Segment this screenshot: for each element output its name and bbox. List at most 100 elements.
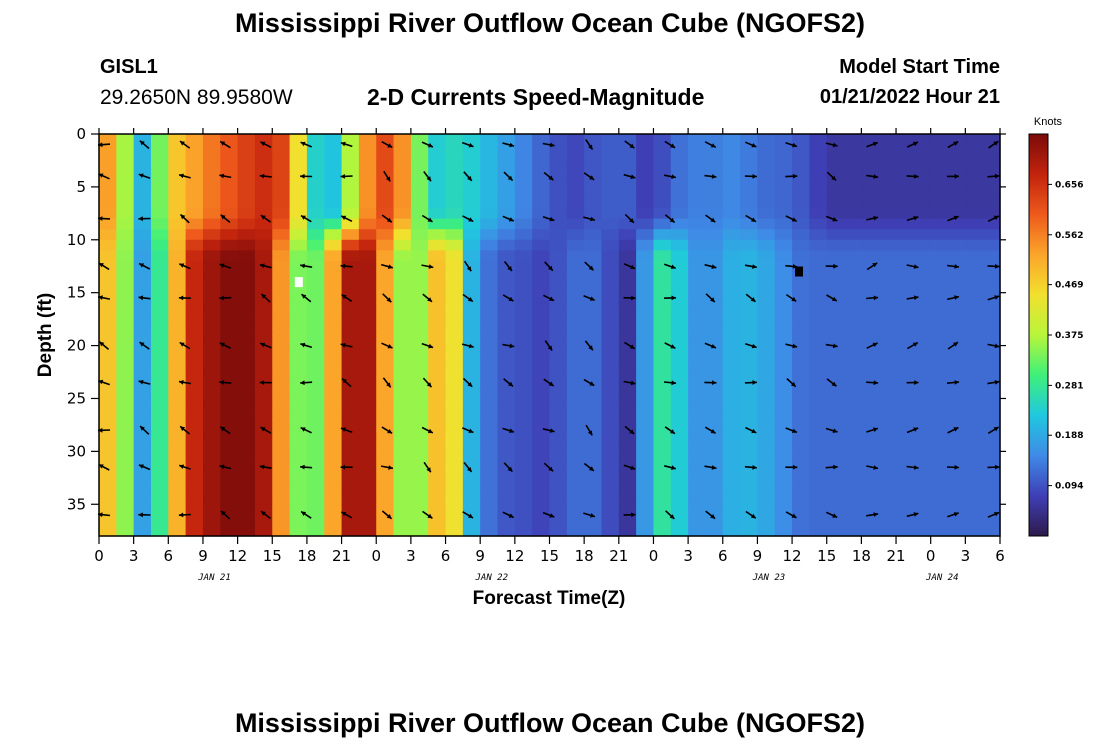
direction-arrow-head	[831, 296, 837, 301]
heatmap-cell	[237, 419, 256, 431]
heatmap-cell	[150, 387, 169, 400]
heatmap-cell	[202, 419, 221, 431]
heatmap-cell	[653, 218, 672, 230]
direction-arrow-head	[913, 465, 919, 470]
x-date-label: JAN 22	[474, 573, 508, 583]
heatmap-cell	[220, 282, 239, 294]
direction-arrow-head	[98, 512, 103, 518]
heatmap-cell	[930, 504, 949, 516]
heatmap-cell	[150, 440, 169, 452]
direction-arrow-head	[669, 514, 675, 519]
heatmap-cell	[133, 218, 152, 230]
heatmap-cell	[393, 282, 412, 294]
heatmap-cell	[757, 504, 776, 516]
heatmap-cell	[930, 239, 949, 251]
heatmap-cell	[99, 419, 117, 431]
heatmap-cell	[982, 134, 1001, 146]
direction-arrow-head	[710, 297, 715, 303]
heatmap-cell	[913, 398, 932, 410]
heatmap-cell	[618, 324, 637, 336]
heatmap-cell	[99, 229, 117, 241]
heatmap-cell	[410, 313, 429, 326]
heatmap-cell	[636, 440, 655, 452]
heatmap-cell	[410, 176, 429, 188]
heatmap-cell	[549, 356, 568, 368]
heatmap-cell	[965, 313, 984, 326]
heatmap-cell	[428, 239, 447, 251]
heatmap-cell	[289, 165, 308, 177]
heatmap-cell	[705, 345, 724, 357]
heatmap-cell	[913, 493, 932, 505]
heatmap-cell	[254, 271, 273, 283]
direction-arrow-head	[953, 215, 959, 221]
heatmap-cell	[480, 165, 499, 177]
heatmap-cell	[653, 176, 672, 188]
heatmap-cell	[428, 165, 447, 177]
heatmap-cell	[150, 229, 169, 241]
heatmap-cell	[306, 440, 325, 452]
heatmap-cell	[913, 483, 932, 495]
heatmap-cell	[844, 282, 862, 294]
heatmap-cell	[774, 239, 793, 251]
heatmap-cell	[826, 282, 845, 294]
heatmap-cell	[982, 366, 1001, 378]
heatmap-cell	[99, 335, 117, 347]
heatmap-cell	[358, 345, 377, 357]
heatmap-cell	[982, 239, 1001, 251]
heatmap-cell	[965, 134, 984, 146]
heatmap-cell	[844, 461, 862, 474]
heatmap-cell	[670, 134, 689, 146]
heatmap-cell	[428, 377, 447, 389]
heatmap-cell	[826, 377, 845, 389]
heatmap-cell	[584, 366, 603, 378]
heatmap-cell	[861, 504, 880, 516]
heatmap-cell	[792, 461, 811, 474]
heatmap-cell	[549, 208, 568, 220]
heatmap-cell	[306, 398, 325, 410]
heatmap-cell	[99, 409, 117, 421]
heatmap-cell	[497, 514, 516, 527]
heatmap-cell	[809, 419, 828, 431]
heatmap-cell	[809, 440, 828, 452]
heatmap-cell	[514, 260, 533, 273]
direction-arrow-head	[914, 380, 919, 385]
heatmap-cell	[826, 271, 845, 283]
heatmap-cell	[306, 271, 325, 283]
heatmap-cell	[497, 440, 516, 452]
direction-arrow-head	[630, 380, 636, 386]
heatmap-cell	[653, 398, 672, 410]
x-date-label: JAN 21	[197, 573, 231, 583]
heatmap-cell	[636, 514, 655, 527]
heatmap-cell	[653, 483, 672, 495]
x-tick-label: 15	[540, 547, 559, 565]
heatmap-cell	[99, 271, 117, 283]
heatmap-cell	[566, 239, 585, 251]
heatmap-cell	[965, 324, 984, 336]
heatmap-cell	[358, 440, 377, 452]
heatmap-cell	[965, 282, 984, 294]
heatmap-cell	[237, 409, 256, 421]
heatmap-cell	[341, 165, 360, 177]
direction-arrow-head	[300, 263, 305, 269]
heatmap-cell	[393, 144, 412, 156]
heatmap-cell	[549, 387, 568, 400]
heatmap-cell	[324, 377, 343, 389]
heatmap-cell	[913, 176, 932, 188]
heatmap-cell	[289, 186, 308, 199]
heatmap-cell	[462, 335, 481, 347]
heatmap-cell	[393, 313, 412, 326]
heatmap-cell	[202, 377, 221, 389]
heatmap-cell	[722, 239, 741, 251]
heatmap-cell	[358, 398, 377, 410]
heatmap-cell	[688, 165, 707, 177]
direction-arrow-head	[138, 216, 143, 222]
heatmap-cell	[254, 208, 273, 220]
heatmap-cell	[480, 409, 499, 421]
heatmap-cell	[844, 134, 862, 146]
heatmap-cell	[792, 229, 811, 241]
heatmap-cell	[722, 208, 741, 220]
heatmap-cell	[636, 377, 655, 389]
heatmap-cell	[254, 504, 273, 516]
heatmap-cell	[393, 292, 412, 304]
